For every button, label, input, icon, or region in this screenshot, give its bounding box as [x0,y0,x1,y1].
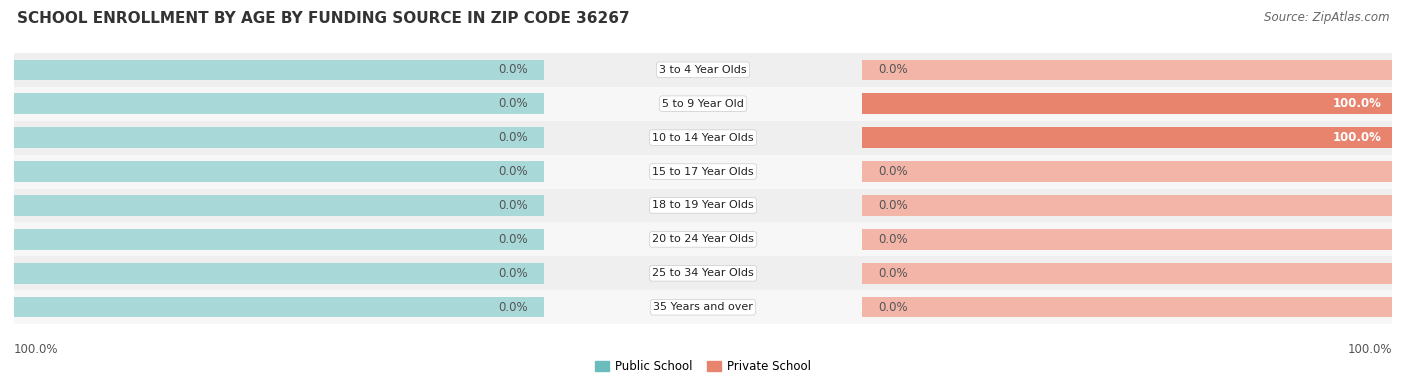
Bar [862,93,1392,114]
Text: 0.0%: 0.0% [499,199,529,212]
Text: 18 to 19 Year Olds: 18 to 19 Year Olds [652,201,754,210]
Text: 35 Years and over: 35 Years and over [652,302,754,312]
Text: Source: ZipAtlas.com: Source: ZipAtlas.com [1264,11,1389,24]
Bar [14,290,1392,324]
Bar [862,161,1392,182]
Bar [14,121,1392,155]
Text: 0.0%: 0.0% [499,267,529,280]
Legend: Public School, Private School: Public School, Private School [591,356,815,377]
Text: 20 to 24 Year Olds: 20 to 24 Year Olds [652,234,754,244]
Text: 100.0%: 100.0% [14,343,59,356]
Bar [14,93,544,114]
Bar [14,222,1392,256]
Bar [14,161,544,182]
Text: 0.0%: 0.0% [877,199,907,212]
Bar [862,60,1392,80]
Bar [862,297,1392,317]
Bar [862,127,1392,148]
Text: 0.0%: 0.0% [499,165,529,178]
Text: 0.0%: 0.0% [877,301,907,314]
Bar [14,297,544,317]
Bar [862,229,1392,250]
Text: 15 to 17 Year Olds: 15 to 17 Year Olds [652,167,754,176]
Text: 25 to 34 Year Olds: 25 to 34 Year Olds [652,268,754,278]
Bar [862,127,1392,148]
Text: 0.0%: 0.0% [499,301,529,314]
Bar [862,263,1392,284]
Text: 100.0%: 100.0% [1333,131,1381,144]
Bar [14,87,1392,121]
Text: 0.0%: 0.0% [877,63,907,76]
Text: 0.0%: 0.0% [499,233,529,246]
Bar [862,93,1392,114]
Bar [14,155,1392,188]
Bar [14,195,544,216]
Text: 100.0%: 100.0% [1333,97,1381,110]
Bar [14,263,544,284]
Text: 100.0%: 100.0% [1347,343,1392,356]
Bar [14,256,1392,290]
Text: 0.0%: 0.0% [877,165,907,178]
Bar [14,229,544,250]
Bar [14,60,544,80]
Text: SCHOOL ENROLLMENT BY AGE BY FUNDING SOURCE IN ZIP CODE 36267: SCHOOL ENROLLMENT BY AGE BY FUNDING SOUR… [17,11,630,26]
Bar [862,195,1392,216]
Text: 5 to 9 Year Old: 5 to 9 Year Old [662,99,744,109]
Text: 0.0%: 0.0% [499,63,529,76]
Text: 0.0%: 0.0% [877,267,907,280]
Text: 3 to 4 Year Olds: 3 to 4 Year Olds [659,65,747,75]
Text: 0.0%: 0.0% [499,131,529,144]
Text: 10 to 14 Year Olds: 10 to 14 Year Olds [652,133,754,143]
Text: 0.0%: 0.0% [499,97,529,110]
Text: 0.0%: 0.0% [877,233,907,246]
Bar [14,127,544,148]
Bar [14,53,1392,87]
Bar [14,188,1392,222]
